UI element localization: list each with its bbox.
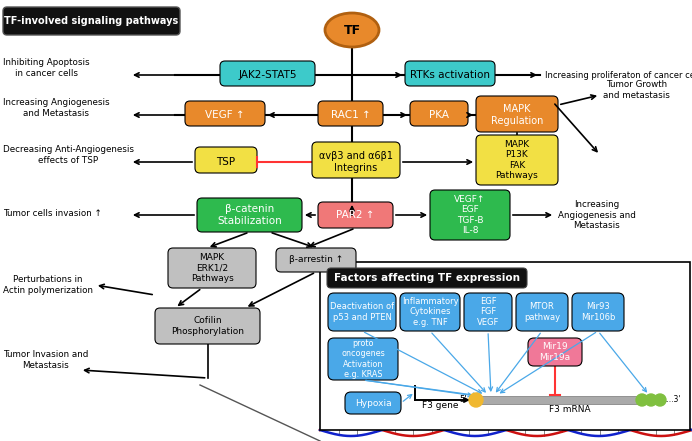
Text: Tumor cells invasion ↑: Tumor cells invasion ↑ bbox=[3, 209, 102, 217]
Text: MAPK
ERK1/2
Pathways: MAPK ERK1/2 Pathways bbox=[190, 253, 233, 283]
Text: Factors affecting TF expression: Factors affecting TF expression bbox=[334, 273, 520, 283]
Text: PAR2 ↑: PAR2 ↑ bbox=[336, 210, 375, 220]
FancyBboxPatch shape bbox=[312, 142, 400, 178]
Text: RTKs activation: RTKs activation bbox=[410, 70, 490, 80]
FancyBboxPatch shape bbox=[318, 101, 383, 126]
Circle shape bbox=[645, 394, 657, 406]
FancyBboxPatch shape bbox=[197, 198, 302, 232]
FancyBboxPatch shape bbox=[464, 293, 512, 331]
Text: Inhibiting Apoptosis
in cancer cells: Inhibiting Apoptosis in cancer cells bbox=[3, 58, 90, 78]
FancyBboxPatch shape bbox=[328, 293, 396, 331]
Circle shape bbox=[654, 394, 666, 406]
FancyBboxPatch shape bbox=[405, 61, 495, 86]
Text: G: G bbox=[473, 396, 479, 404]
FancyBboxPatch shape bbox=[185, 101, 265, 126]
FancyBboxPatch shape bbox=[318, 202, 393, 228]
FancyBboxPatch shape bbox=[155, 308, 260, 344]
FancyBboxPatch shape bbox=[410, 101, 468, 126]
Text: VEGF ↑: VEGF ↑ bbox=[206, 110, 245, 120]
Ellipse shape bbox=[325, 13, 379, 47]
FancyBboxPatch shape bbox=[276, 248, 356, 272]
FancyBboxPatch shape bbox=[345, 392, 401, 414]
FancyBboxPatch shape bbox=[328, 338, 398, 380]
Circle shape bbox=[469, 393, 483, 407]
FancyBboxPatch shape bbox=[430, 190, 510, 240]
Text: Inflammatory
Cytokines
e.g. TNF: Inflammatory Cytokines e.g. TNF bbox=[401, 297, 458, 327]
Text: ....3': ....3' bbox=[664, 396, 680, 404]
FancyBboxPatch shape bbox=[476, 96, 558, 132]
Text: αvβ3 and α6β1
Integrins: αvβ3 and α6β1 Integrins bbox=[319, 151, 393, 173]
Text: MAPK
P13K
FAK
Pathways: MAPK P13K FAK Pathways bbox=[495, 140, 538, 180]
Text: TF-involved signaling pathways: TF-involved signaling pathways bbox=[4, 16, 178, 26]
Text: Mir93
Mir106b: Mir93 Mir106b bbox=[581, 302, 615, 321]
Text: F3 gene: F3 gene bbox=[421, 401, 458, 411]
Text: A: A bbox=[648, 397, 654, 403]
FancyBboxPatch shape bbox=[528, 338, 582, 366]
Text: Tumor Invasion and
Metastasis: Tumor Invasion and Metastasis bbox=[3, 350, 89, 370]
Text: Cofilin
Phosphorylation: Cofilin Phosphorylation bbox=[171, 316, 244, 336]
FancyBboxPatch shape bbox=[327, 268, 527, 288]
Text: RAC1 ↑: RAC1 ↑ bbox=[331, 110, 370, 120]
Text: F3 mRNA: F3 mRNA bbox=[549, 406, 590, 415]
Text: Increasing
Angiogenesis and
Metastasis: Increasing Angiogenesis and Metastasis bbox=[558, 200, 636, 230]
Text: Mir19
Mir19a: Mir19 Mir19a bbox=[540, 342, 571, 362]
Text: A: A bbox=[657, 397, 663, 403]
Text: MTOR
pathway: MTOR pathway bbox=[524, 302, 560, 321]
Text: 5': 5' bbox=[459, 396, 467, 404]
FancyBboxPatch shape bbox=[320, 262, 690, 430]
FancyBboxPatch shape bbox=[480, 396, 645, 404]
Text: Increasing proliferaton of cancer cells: Increasing proliferaton of cancer cells bbox=[545, 71, 692, 79]
FancyBboxPatch shape bbox=[220, 61, 315, 86]
Circle shape bbox=[636, 394, 648, 406]
Text: β-arrestin ↑: β-arrestin ↑ bbox=[289, 255, 343, 265]
Text: proto
oncogenes
Activation
e.g. KRAS: proto oncogenes Activation e.g. KRAS bbox=[341, 339, 385, 379]
Text: Decreasing Anti-Angiogenesis
effects of TSP: Decreasing Anti-Angiogenesis effects of … bbox=[3, 145, 134, 164]
FancyBboxPatch shape bbox=[168, 248, 256, 288]
FancyBboxPatch shape bbox=[516, 293, 568, 331]
FancyBboxPatch shape bbox=[476, 135, 558, 185]
Text: Perturbations in
Actin polymerization: Perturbations in Actin polymerization bbox=[3, 275, 93, 295]
Text: TF: TF bbox=[343, 23, 361, 37]
Text: β-catenin
Stabilization: β-catenin Stabilization bbox=[217, 204, 282, 226]
FancyBboxPatch shape bbox=[3, 7, 180, 35]
Text: Hypoxia: Hypoxia bbox=[355, 399, 391, 407]
FancyBboxPatch shape bbox=[195, 147, 257, 173]
FancyBboxPatch shape bbox=[572, 293, 624, 331]
Text: Increasing Angiogenesis
and Metastasis: Increasing Angiogenesis and Metastasis bbox=[3, 98, 109, 118]
Text: VEGF↑
EGF
TGF-B
IL-8: VEGF↑ EGF TGF-B IL-8 bbox=[455, 195, 486, 235]
Text: Deactivation of
p53 and PTEN: Deactivation of p53 and PTEN bbox=[330, 302, 394, 321]
Text: EGF
FGF
VEGF: EGF FGF VEGF bbox=[477, 297, 499, 327]
Text: JAK2-STAT5: JAK2-STAT5 bbox=[238, 70, 297, 80]
Text: Tumor Growth
and metastasis: Tumor Growth and metastasis bbox=[603, 80, 670, 100]
Text: A: A bbox=[639, 397, 645, 403]
Text: MAPK
Regulation: MAPK Regulation bbox=[491, 104, 543, 126]
Text: TSP: TSP bbox=[217, 157, 235, 167]
Text: PKA: PKA bbox=[429, 110, 449, 120]
FancyBboxPatch shape bbox=[400, 293, 460, 331]
